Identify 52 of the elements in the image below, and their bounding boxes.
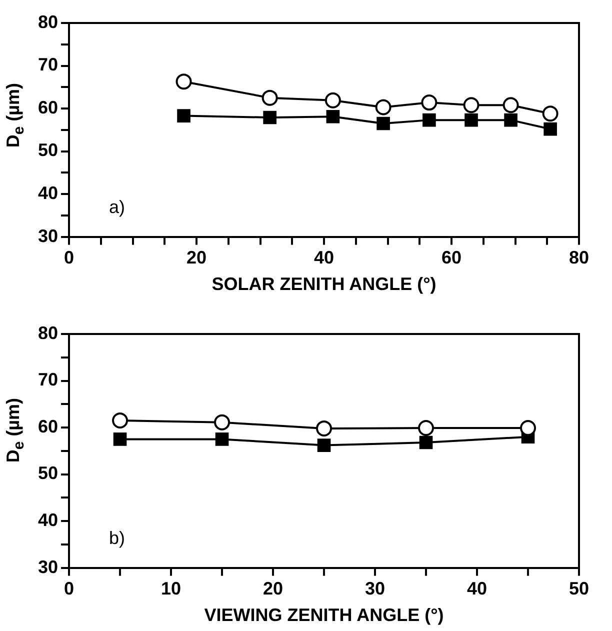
y-tick-label: 30 bbox=[38, 556, 58, 577]
x-tick-label: 20 bbox=[186, 248, 207, 268]
y-tick-label: 30 bbox=[38, 226, 58, 246]
point bbox=[176, 74, 192, 90]
x-tick-label: 50 bbox=[568, 578, 590, 599]
x-tick-label: 0 bbox=[64, 578, 74, 599]
annotation: b) bbox=[109, 528, 126, 548]
point bbox=[376, 116, 390, 130]
point bbox=[263, 110, 276, 124]
point bbox=[215, 432, 229, 446]
point bbox=[324, 92, 341, 108]
point bbox=[463, 97, 480, 114]
point bbox=[502, 97, 519, 114]
y-tick-label: 50 bbox=[38, 463, 58, 484]
point bbox=[419, 436, 433, 450]
x-tick-label: 10 bbox=[161, 578, 182, 599]
y-tick-label: 70 bbox=[38, 54, 58, 75]
point bbox=[262, 90, 278, 106]
y-tick-label: 70 bbox=[38, 370, 58, 390]
point bbox=[520, 420, 536, 436]
y-tick-label: 80 bbox=[38, 12, 58, 32]
x-tick-label: 20 bbox=[262, 578, 284, 599]
point bbox=[418, 420, 434, 436]
y-tick-label: 40 bbox=[38, 183, 58, 204]
point bbox=[421, 94, 438, 111]
point bbox=[112, 412, 128, 429]
point bbox=[317, 438, 331, 452]
point bbox=[113, 432, 127, 446]
point bbox=[375, 99, 392, 116]
x-axis-title: SOLAR ZENITH ANGLE (°) bbox=[212, 274, 436, 294]
x-tick-label: 30 bbox=[364, 578, 386, 599]
x-tick-label: 0 bbox=[64, 248, 74, 268]
point bbox=[464, 113, 478, 127]
point bbox=[326, 110, 340, 124]
point bbox=[214, 414, 230, 430]
y-tick-label: 40 bbox=[38, 510, 58, 530]
y-tick-label: 80 bbox=[38, 322, 58, 343]
x-axis-title: VIEWING ZENITH ANGLE (°) bbox=[204, 605, 444, 626]
y-tick-label: 50 bbox=[38, 140, 58, 160]
y-tick-label: 60 bbox=[38, 416, 58, 436]
x-tick-label: 80 bbox=[568, 248, 590, 268]
point bbox=[422, 113, 436, 127]
point bbox=[316, 420, 332, 436]
y-tick-label: 60 bbox=[38, 97, 58, 118]
point bbox=[504, 113, 518, 127]
x-tick-label: 40 bbox=[466, 578, 488, 599]
x-tick-label: 40 bbox=[314, 248, 334, 268]
point bbox=[544, 122, 557, 136]
x-tick-label: 60 bbox=[441, 248, 462, 268]
point bbox=[177, 109, 190, 122]
point bbox=[542, 106, 558, 122]
annotation: a) bbox=[109, 196, 126, 217]
